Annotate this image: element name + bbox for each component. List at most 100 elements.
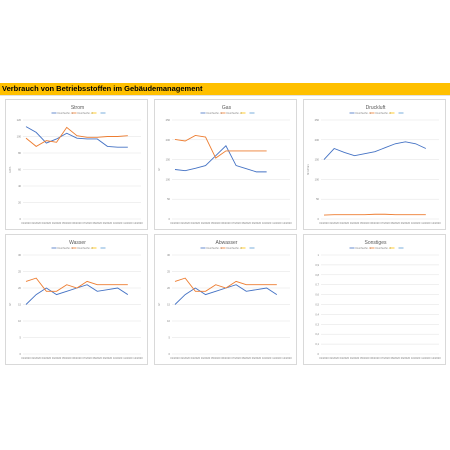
- legend-entry: Durchschn. 1: [356, 246, 372, 250]
- x-tick-label: 03/2020: [191, 356, 201, 360]
- legend-entry: Durchschn. 1: [58, 111, 74, 115]
- x-tick-label: 01/2020: [21, 356, 31, 360]
- y-tick-label: 15: [167, 303, 170, 307]
- y-tick-label: 25: [167, 270, 170, 274]
- y-tick-label: 200: [166, 138, 171, 142]
- x-tick-label: 04/2020: [350, 356, 360, 360]
- x-tick-label: 09/2020: [252, 221, 262, 225]
- x-tick-label: 05/2020: [62, 356, 72, 360]
- y-tick-label: 0,4: [315, 312, 319, 316]
- x-tick-label: 08/2020: [93, 221, 103, 225]
- y-tick-label: 200: [315, 138, 320, 142]
- x-tick-label: 02/2020: [31, 356, 41, 360]
- chart-abwasser[interactable]: Abwasser Durchschn. 1 Durchschn. 2 0 5 10 15 20…: [154, 234, 297, 365]
- chart-strom[interactable]: Strom Durchschn. 1 Durchschn. 2 0 20 40 60 80 10…: [5, 99, 148, 230]
- y-tick-label: 25: [18, 270, 21, 274]
- y-tick-label: 0,7: [315, 283, 319, 287]
- y-tick-label: 40: [18, 184, 21, 188]
- x-tick-label: 08/2020: [93, 356, 103, 360]
- y-tick-label: 0: [169, 217, 171, 221]
- x-tick-label: 05/2020: [211, 221, 221, 225]
- y-axis-title: Nm³/min: [306, 164, 310, 175]
- chart-title: Sonstiges: [365, 240, 387, 246]
- x-tick-label: 01/2020: [170, 221, 180, 225]
- x-tick-label: 07/2020: [380, 221, 390, 225]
- x-tick-label: 02/2020: [180, 356, 190, 360]
- divider: [0, 95, 450, 96]
- legend-entry: Durchschn. 1: [58, 246, 74, 250]
- y-tick-label: 30: [167, 253, 170, 257]
- y-tick-label: 60: [18, 168, 21, 172]
- y-tick-label: 50: [167, 197, 170, 201]
- x-tick-label: 12/2020: [282, 221, 292, 225]
- series-line: [174, 134, 267, 159]
- y-tick-label: 0,8: [315, 273, 319, 277]
- y-tick-label: 50: [316, 197, 319, 201]
- x-tick-label: 06/2020: [370, 356, 380, 360]
- y-tick-label: 0: [169, 352, 171, 356]
- chart-sonstiges[interactable]: Sonstiges Durchschn. 1 Durchschn. 2 0 0,1 0,2…: [303, 234, 446, 365]
- x-tick-label: 05/2020: [360, 221, 370, 225]
- chart-title: Gas: [222, 105, 232, 111]
- y-tick-label: 0,6: [315, 293, 319, 297]
- chart-gas[interactable]: Gas Durchschn. 1 Durchschn. 2 0 50 100 150 200 2…: [154, 99, 297, 230]
- y-tick-label: 0: [20, 352, 22, 356]
- x-tick-label: 10/2020: [411, 356, 421, 360]
- x-tick-label: 10/2020: [113, 221, 123, 225]
- x-tick-label: 01/2020: [319, 221, 329, 225]
- chart-title: Abwasser: [216, 240, 238, 246]
- x-tick-label: 05/2020: [211, 356, 221, 360]
- y-tick-label: 20: [18, 201, 21, 205]
- y-tick-label: 0,9: [315, 263, 319, 267]
- x-tick-label: 04/2020: [201, 356, 211, 360]
- x-tick-label: 07/2020: [231, 221, 241, 225]
- legend-entry: Durchschn. 2: [376, 111, 392, 115]
- y-tick-label: 10: [167, 319, 170, 323]
- y-axis-title: m³: [157, 168, 161, 171]
- x-tick-label: 07/2020: [380, 356, 390, 360]
- x-tick-label: 03/2020: [42, 221, 52, 225]
- x-tick-label: 11/2020: [421, 356, 431, 360]
- chart-title: Druckluft: [366, 105, 386, 111]
- x-tick-label: 09/2020: [401, 221, 411, 225]
- x-tick-label: 03/2020: [340, 221, 350, 225]
- x-tick-label: 11/2020: [123, 356, 133, 360]
- legend-entry: Durchschn. 1: [207, 111, 223, 115]
- legend-entry: Durchschn. 1: [356, 111, 372, 115]
- chart-druckluft[interactable]: Druckluft Durchschn. 1 Durchschn. 2 0 50 100 1…: [303, 99, 446, 230]
- y-tick-label: 0,5: [315, 303, 319, 307]
- x-tick-label: 09/2020: [103, 221, 113, 225]
- x-tick-label: 02/2020: [329, 221, 339, 225]
- x-tick-label: 10/2020: [411, 221, 421, 225]
- x-tick-label: 05/2020: [360, 356, 370, 360]
- y-tick-label: 0,2: [315, 332, 319, 336]
- y-tick-label: 5: [169, 336, 171, 340]
- x-tick-label: 11/2020: [421, 221, 431, 225]
- y-tick-label: 20: [18, 286, 21, 290]
- chart-title: Strom: [71, 105, 84, 111]
- x-tick-label: 09/2020: [401, 356, 411, 360]
- legend-entry: Durchschn. 2: [78, 246, 94, 250]
- x-tick-label: 01/2020: [21, 221, 31, 225]
- x-tick-label: 12/2020: [431, 356, 441, 360]
- x-tick-label: 11/2020: [272, 356, 282, 360]
- x-tick-label: 12/2020: [282, 356, 292, 360]
- x-tick-label: 10/2020: [113, 356, 123, 360]
- legend-entry: Durchschn. 2: [227, 111, 243, 115]
- x-tick-label: 02/2020: [329, 356, 339, 360]
- chart-title: Wasser: [69, 240, 86, 246]
- y-axis-title: m³: [8, 303, 12, 306]
- series-line: [25, 277, 128, 292]
- x-tick-label: 03/2020: [340, 356, 350, 360]
- x-tick-label: 02/2020: [31, 221, 41, 225]
- x-tick-label: 08/2020: [391, 221, 401, 225]
- y-tick-label: 250: [166, 118, 171, 122]
- x-tick-label: 01/2020: [319, 356, 329, 360]
- chart-wasser[interactable]: Wasser Durchschn. 1 Durchschn. 2 0 5 10 15 20 25…: [5, 234, 148, 365]
- y-tick-label: 1: [318, 253, 320, 257]
